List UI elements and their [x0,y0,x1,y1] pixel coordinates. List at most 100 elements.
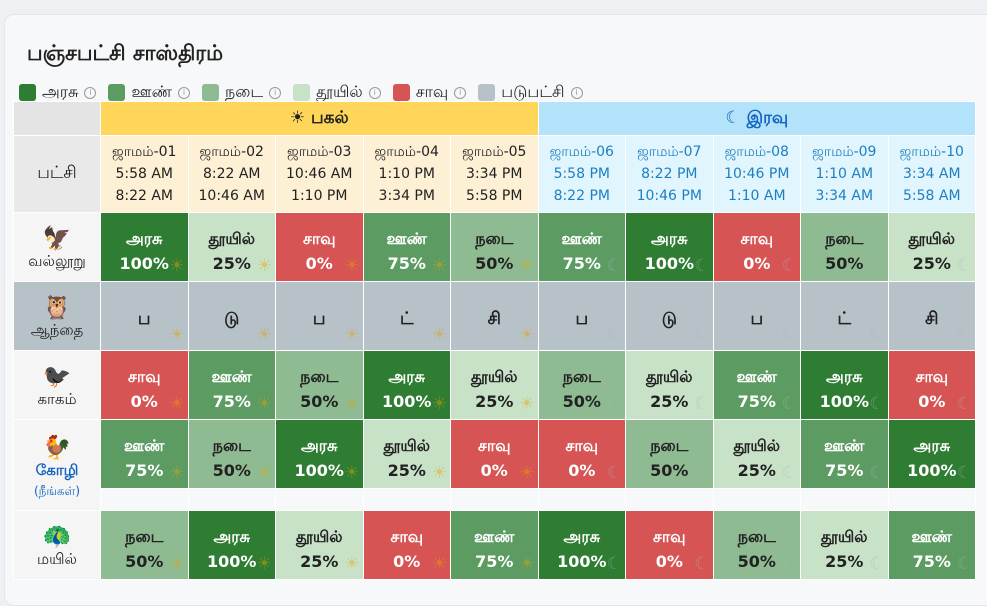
legend-label: தூயில் [316,82,363,101]
state-cell[interactable]: ஊண் 75% ☾ [712,350,802,420]
state-cell[interactable]: தூயில் 25% ☀ [275,510,364,580]
state-cell[interactable]: அரசு 100% ☀ [362,350,451,420]
legend-label: நடை [224,82,264,101]
state-cell[interactable]: தூயில் 25% ☾ [625,350,714,420]
moon-icon: ☾ [694,554,710,574]
state-cell[interactable]: அரசு 100% ☾ [887,419,977,489]
state-cell[interactable]: சாவு 0% ☾ [712,212,802,282]
sun-icon: ☀ [344,463,360,483]
state-label: ஊண் [911,527,953,546]
state-label: ஊண் [474,527,515,546]
state-cell[interactable]: தூயில் 25% ☀ [362,419,451,489]
state-cell[interactable]: ஊண் 75% ☀ [362,212,451,282]
padu-pakshi-cell: ப ☾ [712,281,802,351]
padu-letter: சி [487,309,501,329]
state-cell[interactable]: அரசு 100% ☀ [100,212,189,282]
jamam-start: 10:46 AM [286,166,353,182]
padu-letter: டு [224,309,240,329]
state-cell[interactable]: தூயில் 25% ☾ [800,510,889,580]
pakshi-column-header: பட்சி [13,135,101,213]
state-percent: 0% [655,552,683,571]
jamam-header: ஜாமம்-02 8:22 AM 10:46 AM [187,135,276,213]
jamam-end: 3:34 AM [815,188,874,204]
state-label: சாவு [565,436,599,455]
state-cell[interactable]: ஊண் 75% ☀ [100,419,189,489]
state-cell[interactable]: நடை 50% ☀ [450,212,539,282]
state-cell[interactable]: சாவு 0% ☀ [275,212,364,282]
state-cell[interactable]: தூயில் 25% ☀ [187,212,276,282]
legend-swatch [293,84,311,101]
state-cell[interactable]: நடை 50% ☾ [537,350,627,420]
legend: அரசு i ஊண் i நடை i தூயில் i சாவு i படுபட்சி i [19,82,595,103]
jamam-end: 10:46 PM [636,188,702,204]
state-cell[interactable]: தூயில் 25% ☾ [712,419,802,489]
state-cell[interactable]: சாவு 0% ☀ [362,510,451,580]
jamam-name: ஜாமம்-03 [287,144,352,160]
bird-label: 🦉 ஆந்தை [13,281,101,351]
state-cell[interactable]: நடை 50% ☀ [100,510,189,580]
state-cell[interactable]: ஊண் 75% ☾ [537,212,627,282]
spacer-cell [362,488,451,511]
moon-icon: ☾ [781,256,798,276]
state-label: அரசு [126,229,163,248]
moon-icon: ☾ [956,325,973,345]
padu-pakshi-cell: டு ☀ [187,281,276,351]
sun-icon: ☀ [344,325,360,345]
state-cell[interactable]: அரசு 100% ☀ [275,419,364,489]
state-cell[interactable]: ஊண் 75% ☾ [887,510,977,580]
state-cell[interactable]: நடை 50% ☾ [712,510,802,580]
state-percent: 100% [644,254,694,273]
info-icon[interactable]: i [269,86,282,99]
moon-icon: ☾ [781,463,798,483]
state-cell[interactable]: சாவு 0% ☀ [450,419,539,489]
info-icon[interactable]: i [368,86,381,99]
state-cell[interactable]: அரசு 100% ☀ [187,510,276,580]
state-cell[interactable]: சாவு 0% ☾ [537,419,627,489]
state-cell[interactable]: நடை 50% ☀ [187,419,276,489]
info-icon[interactable]: i [454,86,467,99]
spacer-cell [187,488,276,511]
legend-swatch [201,84,219,101]
info-icon[interactable]: i [177,86,190,99]
state-label: அரசு [388,367,425,386]
state-label: ஊண் [561,229,603,248]
bird-name: ஆந்தை [30,321,84,339]
state-percent: 50% [825,254,864,273]
state-label: நடை [650,436,689,455]
moon-icon: ☾ [694,463,710,483]
state-cell[interactable]: தூயில் 25% ☀ [450,350,539,420]
state-cell[interactable]: நடை 50% ☾ [800,212,889,282]
state-cell[interactable]: சாவு 0% ☀ [100,350,189,420]
state-label: நடை [475,229,514,248]
state-cell[interactable]: சாவு 0% ☾ [887,350,977,420]
state-cell[interactable]: நடை 50% ☀ [275,350,364,420]
state-label: ஊண் [124,436,165,455]
jamam-header: ஜாமம்-06 5:58 PM 8:22 PM [537,135,627,213]
moon-icon: ☾ [606,463,623,483]
state-cell[interactable]: அரசு 100% ☾ [800,350,889,420]
padu-pakshi-cell: ட் ☾ [800,281,889,351]
jamam-end: 8:22 AM [115,188,174,204]
legend-label: அரசு [42,82,79,101]
state-percent: 25% [650,392,689,411]
state-label: தூயில் [646,367,693,386]
state-cell[interactable]: நடை 50% ☾ [625,419,714,489]
state-percent: 75% [825,461,864,480]
state-cell[interactable]: அரசு 100% ☾ [537,510,627,580]
page-title: பஞ்சபட்சி சாஸ்திரம் [27,41,224,65]
state-cell[interactable]: அரசு 100% ☾ [625,212,714,282]
spacer-cell [887,488,977,511]
state-cell[interactable]: தூயில் 25% ☾ [887,212,977,282]
state-cell[interactable]: சாவு 0% ☾ [625,510,714,580]
state-percent: 75% [212,392,251,411]
info-icon[interactable]: i [84,86,97,99]
moon-icon: ☾ [956,463,973,483]
jamam-end: 5:58 AM [903,188,961,204]
state-cell[interactable]: ஊண் 75% ☀ [187,350,276,420]
moon-icon: ☾ [606,554,623,574]
padu-letter: சி [925,309,939,329]
state-cell[interactable]: ஊண் 75% ☾ [800,419,889,489]
state-cell[interactable]: ஊண் 75% ☀ [450,510,539,580]
info-icon[interactable]: i [570,86,583,99]
sun-icon: ☀ [169,325,185,345]
